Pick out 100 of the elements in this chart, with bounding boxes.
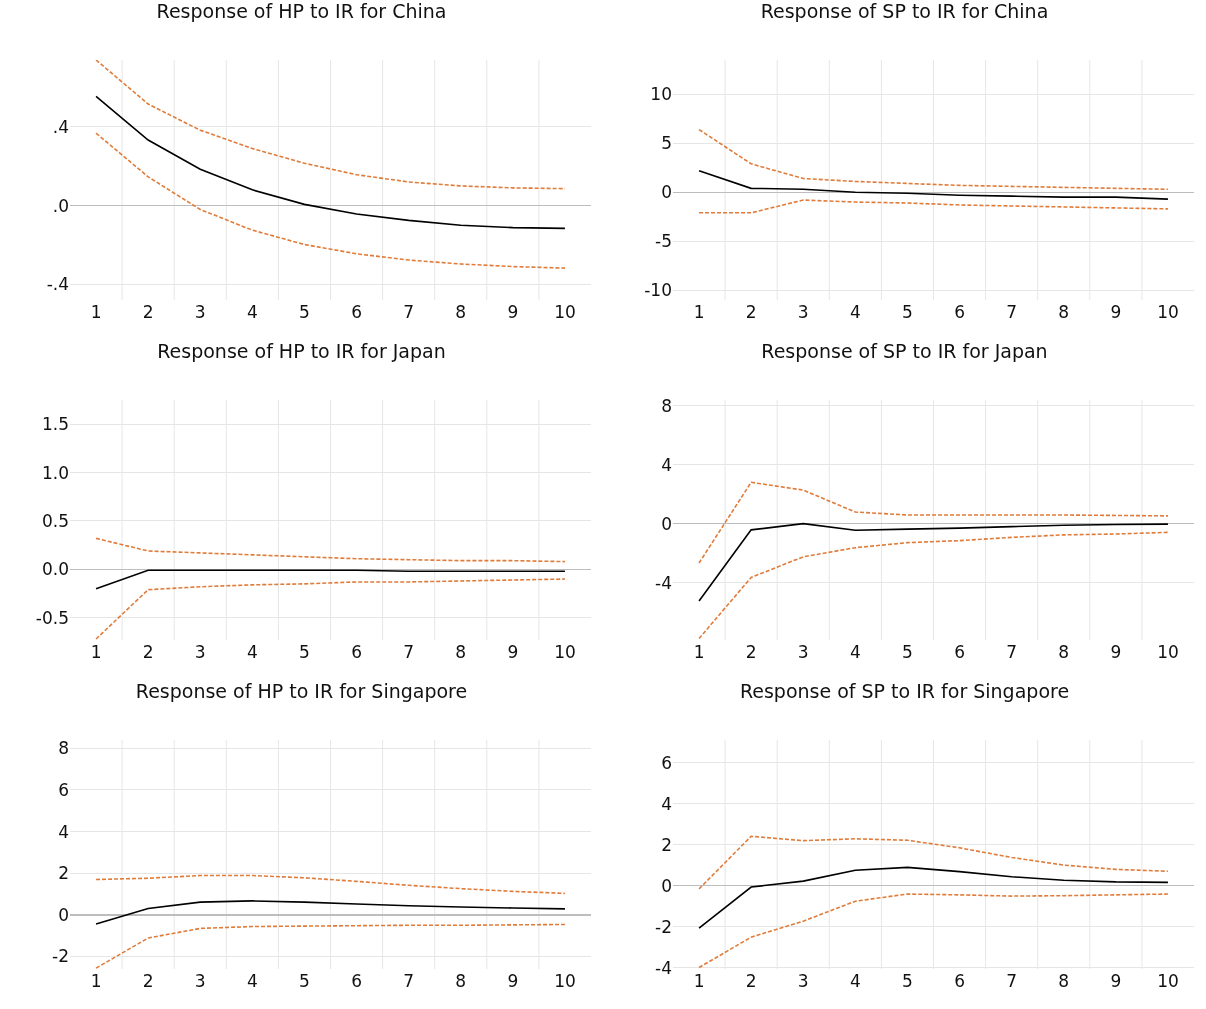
x-tick-label: 5 [299, 642, 310, 662]
line-series [698, 522, 1169, 602]
x-tick-label: 10 [1157, 302, 1179, 322]
x-tick-label: 8 [1058, 302, 1070, 322]
y-tick-label: -4 [655, 957, 672, 978]
x-tick-label: 8 [455, 971, 467, 991]
x-tick-label: 8 [455, 642, 467, 662]
x-tick-label: 6 [954, 642, 965, 662]
x-tick-label: 8 [1058, 642, 1070, 662]
y-tick-label: -2 [655, 916, 672, 937]
x-tick-label: 6 [954, 971, 965, 991]
y-tick-label: -0.5 [35, 607, 69, 628]
x-tick-label: 6 [351, 642, 362, 662]
chart-title: Response of HP to IR for Japan [157, 340, 446, 363]
x-tick-label: 1 [693, 642, 705, 662]
line-series [95, 60, 566, 190]
y-tick-label: 4 [661, 793, 672, 814]
x-tick-label: 3 [194, 971, 206, 991]
x-tick-label: 2 [142, 302, 154, 322]
x-tick-label: 1 [693, 971, 705, 991]
x-tick-label: 4 [849, 302, 861, 322]
line-series [95, 900, 566, 925]
y-tick-label: 4 [58, 821, 69, 842]
x-tick-label: 10 [554, 302, 576, 322]
x-tick-label: 7 [1006, 971, 1018, 991]
line-series [698, 835, 1169, 890]
line-series [698, 866, 1169, 929]
x-tick-label: 7 [403, 642, 415, 662]
x-tick-label: 4 [246, 302, 258, 322]
x-tick-label: 8 [455, 302, 467, 322]
x-tick-label: 10 [1157, 642, 1179, 662]
x-tick-label: 9 [1110, 971, 1122, 991]
x-tick-label: 6 [351, 971, 362, 991]
x-tick-label: 6 [954, 302, 965, 322]
y-tick-label: 0 [661, 513, 672, 534]
x-tick-label: 10 [554, 971, 576, 991]
y-tick-label: 5 [661, 133, 672, 154]
x-tick-label: 4 [849, 642, 861, 662]
x-tick-label: 5 [299, 971, 310, 991]
chart-title: Response of SP to IR for China [760, 0, 1049, 23]
y-tick-label: 8 [661, 395, 672, 416]
y-tick-label: 0 [58, 904, 69, 925]
x-tick-label: 3 [797, 971, 809, 991]
x-tick-label: 5 [902, 302, 913, 322]
x-tick-label: 6 [351, 302, 362, 322]
line-series [698, 169, 1169, 200]
y-tick-label: 0 [661, 875, 672, 896]
x-tick-label: 7 [403, 971, 415, 991]
line-series [95, 923, 566, 969]
y-tick-label: 6 [58, 779, 69, 800]
line-series [698, 128, 1169, 191]
x-tick-label: 1 [90, 302, 102, 322]
x-tick-label: 4 [849, 971, 861, 991]
line-series [698, 481, 1169, 564]
x-tick-label: 4 [246, 642, 258, 662]
y-tick-label: -5 [655, 231, 672, 252]
x-tick-label: 2 [745, 302, 757, 322]
y-tick-label: 1.0 [41, 462, 69, 483]
line-series [698, 199, 1169, 214]
x-tick-label: 8 [1058, 971, 1070, 991]
y-tick-label: 10 [650, 84, 672, 105]
x-tick-label: 2 [745, 971, 757, 991]
x-tick-label: 1 [693, 302, 705, 322]
x-tick-label: 3 [797, 302, 809, 322]
line-series [95, 874, 566, 895]
x-tick-label: 5 [299, 302, 310, 322]
line-series [95, 95, 566, 230]
line-series [698, 893, 1169, 969]
line-series [95, 537, 566, 563]
y-tick-label: -2 [52, 946, 69, 967]
x-tick-label: 7 [1006, 302, 1018, 322]
chart-title: Response of SP to IR for Japan [761, 340, 1048, 363]
y-tick-label: -.4 [46, 274, 69, 295]
x-tick-label: 3 [194, 302, 206, 322]
x-tick-label: 4 [246, 971, 258, 991]
y-tick-label: 6 [661, 752, 672, 773]
line-series [698, 531, 1169, 640]
y-tick-label: 8 [58, 738, 69, 759]
x-tick-label: 2 [142, 642, 154, 662]
chart-title: Response of SP to IR for Singapore [739, 680, 1070, 703]
x-tick-label: 3 [797, 642, 809, 662]
y-tick-label: 2 [58, 863, 69, 884]
y-tick-label: 2 [661, 834, 672, 855]
x-tick-label: 1 [90, 971, 102, 991]
x-tick-label: 9 [507, 971, 519, 991]
x-tick-label: 9 [1110, 642, 1122, 662]
y-tick-label: 0.0 [41, 559, 69, 580]
x-tick-label: 7 [1006, 642, 1018, 662]
y-tick-label: -4 [655, 572, 672, 593]
y-tick-label: 0 [661, 182, 672, 203]
x-tick-label: 5 [902, 642, 913, 662]
x-tick-label: 10 [1157, 971, 1179, 991]
x-tick-label: 9 [507, 642, 519, 662]
y-tick-label: .4 [52, 116, 69, 137]
x-tick-label: 9 [1110, 302, 1122, 322]
line-series [95, 132, 566, 269]
y-tick-label: 0.5 [41, 510, 69, 531]
x-tick-label: 5 [902, 971, 913, 991]
y-tick-label: .0 [52, 195, 69, 216]
chart-title: Response of HP to IR for China [156, 0, 447, 23]
